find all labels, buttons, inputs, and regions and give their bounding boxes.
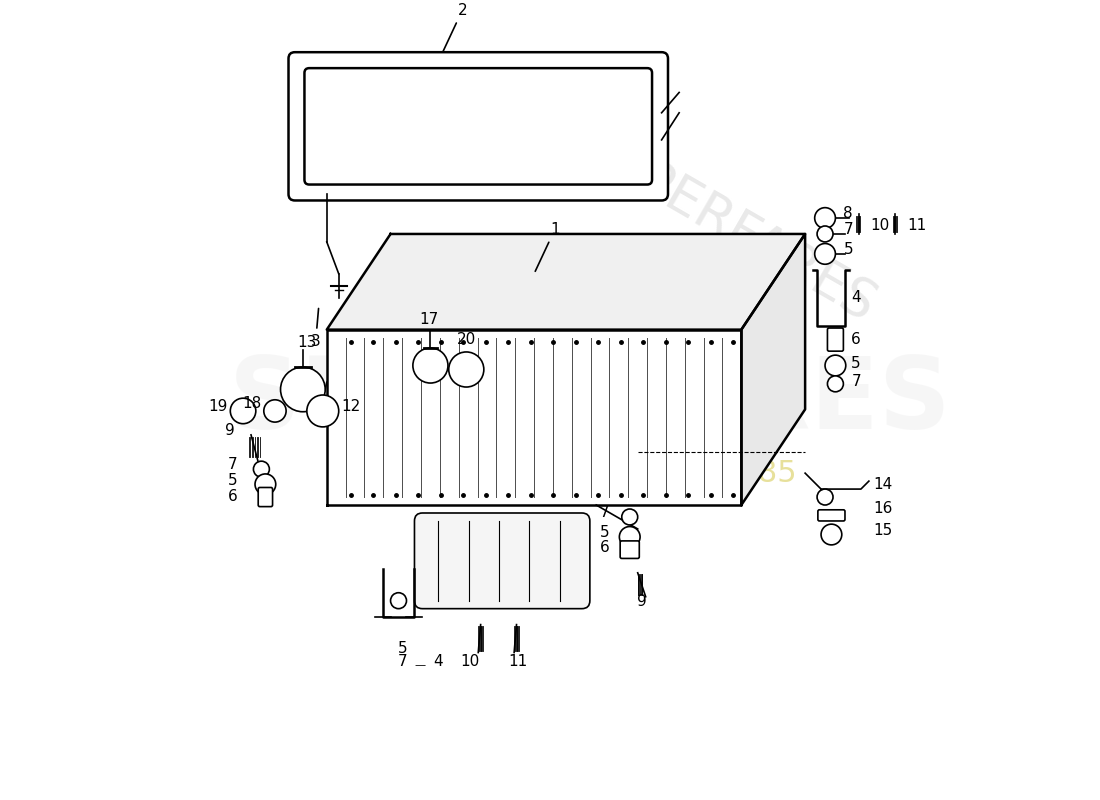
Text: 2: 2: [443, 2, 468, 52]
Circle shape: [280, 367, 326, 412]
Text: 5: 5: [398, 641, 407, 655]
FancyBboxPatch shape: [258, 487, 273, 506]
Text: 6: 6: [851, 332, 861, 347]
FancyBboxPatch shape: [415, 513, 590, 609]
Text: 6: 6: [228, 489, 238, 504]
Polygon shape: [327, 234, 805, 330]
Text: a passion for Porsche 1985: a passion for Porsche 1985: [384, 458, 796, 488]
Text: 13: 13: [297, 335, 317, 350]
Text: 5: 5: [228, 473, 238, 488]
Text: SUPERFARES: SUPERFARES: [229, 353, 952, 450]
Circle shape: [253, 461, 270, 477]
Polygon shape: [327, 330, 741, 505]
Text: —: —: [415, 661, 426, 670]
Circle shape: [821, 524, 842, 545]
FancyBboxPatch shape: [305, 68, 652, 185]
Text: 16: 16: [873, 501, 892, 516]
Text: 20: 20: [456, 332, 476, 347]
Circle shape: [619, 526, 640, 547]
Text: 5: 5: [844, 242, 852, 257]
Text: 9: 9: [637, 594, 647, 610]
Text: 5: 5: [601, 525, 609, 540]
FancyBboxPatch shape: [827, 328, 844, 351]
Polygon shape: [741, 234, 805, 505]
Text: 15: 15: [873, 523, 892, 538]
Circle shape: [307, 395, 339, 427]
Text: 11: 11: [508, 654, 528, 669]
Text: 6: 6: [600, 540, 609, 555]
Text: 1: 1: [536, 222, 560, 271]
Text: 9: 9: [226, 423, 235, 438]
Text: 7: 7: [601, 505, 609, 520]
Text: 7: 7: [851, 374, 861, 390]
Text: 7: 7: [844, 222, 852, 237]
Text: 5: 5: [851, 356, 861, 371]
Text: 3: 3: [311, 309, 320, 349]
Text: 17: 17: [419, 312, 439, 327]
Circle shape: [827, 376, 844, 392]
Text: 19: 19: [209, 399, 228, 414]
Circle shape: [412, 348, 448, 383]
Circle shape: [255, 474, 276, 494]
Circle shape: [264, 400, 286, 422]
Circle shape: [449, 352, 484, 387]
Text: 18: 18: [242, 396, 262, 410]
Text: 10: 10: [461, 654, 480, 669]
Text: 8: 8: [844, 206, 852, 221]
Text: 4: 4: [433, 654, 443, 669]
FancyBboxPatch shape: [818, 510, 845, 521]
Circle shape: [390, 593, 407, 609]
FancyBboxPatch shape: [288, 52, 668, 201]
Circle shape: [817, 226, 833, 242]
Circle shape: [230, 398, 256, 424]
Text: 14: 14: [873, 477, 892, 492]
Text: 4: 4: [851, 290, 861, 305]
Circle shape: [815, 208, 835, 228]
FancyBboxPatch shape: [620, 541, 639, 558]
Text: SUPERFARES: SUPERFARES: [565, 118, 886, 334]
Text: 7: 7: [228, 457, 238, 472]
Circle shape: [825, 355, 846, 376]
Text: 12: 12: [341, 399, 361, 414]
Circle shape: [817, 489, 833, 505]
Text: 10: 10: [870, 218, 890, 233]
Circle shape: [621, 509, 638, 525]
Text: 11: 11: [908, 218, 926, 233]
Text: 7: 7: [398, 654, 407, 669]
Circle shape: [815, 243, 835, 264]
